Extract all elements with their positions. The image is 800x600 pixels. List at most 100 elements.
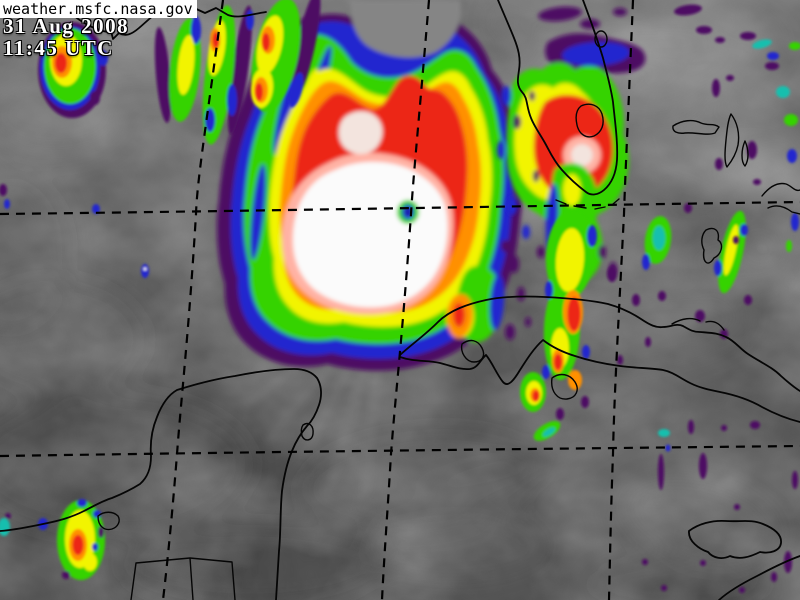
cell-teal [653, 226, 665, 250]
dry-slot-gray-notch [350, 0, 461, 58]
purple-speck [5, 513, 11, 519]
parallel-north [0, 200, 800, 216]
purple-speck [533, 170, 539, 182]
purple-streak [291, 0, 321, 99]
purple-speck [739, 587, 745, 593]
cell-red [72, 535, 84, 555]
purple-speck [715, 37, 725, 43]
blue-speck [92, 204, 100, 214]
blue-speck [740, 224, 748, 236]
guanahacabibes-bay [460, 339, 485, 363]
purple-speck [750, 421, 760, 429]
meridian-east [607, 0, 635, 600]
honduras-coast [718, 555, 800, 600]
purple-streak [154, 27, 172, 123]
purple-speck [525, 317, 531, 327]
purple-speck [632, 294, 640, 306]
column-yellow [563, 174, 581, 206]
cuba-north-keys [671, 317, 725, 331]
northwest-rainbands [154, 0, 321, 145]
purple-speck [513, 115, 521, 129]
blue-speck [545, 281, 553, 299]
topright-scattered-cells [674, 4, 800, 252]
blue-speck [501, 86, 511, 106]
bottomright-scattered-cells [533, 420, 798, 593]
teal-speck [752, 39, 772, 49]
meridian-center [380, 0, 431, 600]
cell-yellow [555, 228, 585, 292]
blue-speck [4, 199, 10, 209]
purple-speck [771, 572, 777, 582]
blue-streak [489, 274, 505, 330]
purple-speck [721, 425, 727, 431]
white-speck [143, 267, 147, 271]
blue-speck [542, 365, 550, 379]
purple-speck [509, 255, 519, 273]
blue-speck [587, 225, 597, 247]
cell-red [554, 354, 562, 370]
purple-speck [684, 203, 692, 213]
purple-speck [784, 551, 792, 573]
blue-speck [141, 264, 149, 278]
purple-streak [658, 454, 664, 490]
purple-speck [537, 246, 545, 258]
inland-borders [130, 557, 236, 600]
date-label: 31 Aug 2008 [3, 14, 130, 38]
purple-speck [0, 184, 7, 196]
florida-coast [497, 0, 619, 196]
campeche-storm-cell [0, 184, 149, 580]
blue-speck [77, 499, 87, 507]
purple-speck [580, 19, 600, 29]
yucatan-coast [0, 368, 322, 600]
green-speck [786, 240, 792, 252]
blue-speck [98, 50, 108, 66]
watermark-url: weather.msfc.nasa.gov [0, 0, 197, 18]
purple-speck [765, 62, 779, 70]
purple-speck [90, 91, 100, 105]
purple-speck [538, 6, 582, 22]
purple-speck [617, 355, 623, 365]
topleft-storm-cell [38, 22, 108, 118]
purple-speck [529, 91, 535, 101]
purple-speck [700, 560, 706, 566]
green-speck [784, 114, 798, 126]
florida-storm-system [497, 6, 646, 284]
time-label: 11:45 UTC [3, 36, 114, 60]
green-speck [789, 42, 800, 50]
parallel-south [0, 444, 800, 458]
laguna-de-terminos [97, 511, 120, 531]
purple-speck [645, 337, 651, 347]
blue-speck [227, 84, 237, 116]
blue-speck [92, 543, 98, 551]
florida-keys [555, 198, 620, 210]
cuba-north-coast [399, 295, 800, 392]
eye-dark-dot [406, 210, 410, 214]
teal-speck [658, 429, 670, 437]
blue-speck [497, 141, 505, 159]
cell-yellow [83, 553, 97, 571]
purple-speck [715, 158, 723, 170]
purple-speck [674, 4, 702, 16]
blue-streak [250, 164, 266, 260]
storm-white-patch-north [338, 111, 383, 155]
cell-red [567, 297, 581, 331]
teal-speck [776, 86, 790, 98]
isla-de-la-juventud [551, 373, 578, 400]
purple-speck [753, 179, 761, 185]
lake-okeechobee [575, 103, 604, 138]
purple-speck [747, 141, 757, 159]
blue-speck [767, 52, 779, 60]
cell-orange [568, 370, 582, 390]
purple-speck [501, 240, 509, 252]
bahamas-cays [761, 182, 800, 215]
purple-speck [642, 559, 648, 565]
purple-speck [733, 236, 739, 244]
blue-speck [642, 254, 650, 270]
jamaica-coast [688, 519, 782, 559]
purple-speck [792, 471, 798, 489]
meridian-west [161, 0, 225, 600]
